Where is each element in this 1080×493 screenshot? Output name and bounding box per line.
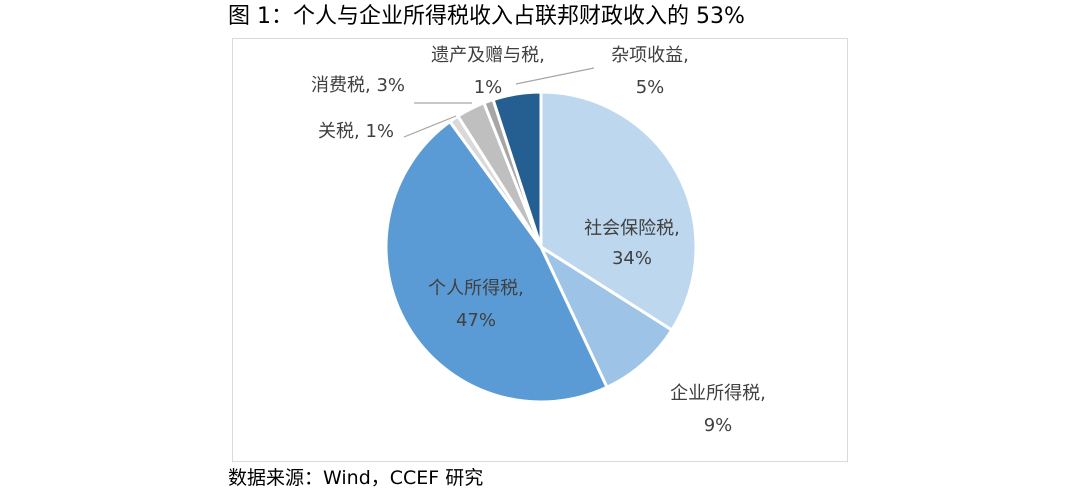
slice-label-name: 社会保险税, (584, 218, 680, 239)
slice-label: 消费税, 3% (311, 75, 405, 96)
slice-label-percent: 1% (474, 77, 503, 98)
leader-line (515, 67, 595, 85)
slice-label-name: 杂项收益, (611, 45, 689, 66)
pie-slice (537, 242, 674, 390)
pie-slice (384, 119, 609, 404)
slice-label-percent: 5% (636, 77, 665, 98)
slice-label-name: 遗产及赠与税, (431, 45, 545, 66)
chart-frame (232, 38, 848, 462)
slice-label-percent: 47% (456, 310, 496, 331)
slice-label-percent: 9% (704, 415, 733, 436)
slice-label-percent: 34% (612, 248, 652, 269)
slice-label: 关税, 1% (318, 121, 394, 142)
slice-label-name: 个人所得税, (428, 278, 524, 299)
chart-title: 图 1：个人与企业所得税收入占联邦财政收入的 53% (228, 4, 745, 29)
leader-line (403, 115, 457, 138)
pie-slice (491, 90, 543, 248)
slice-label-name: 企业所得税, (670, 383, 766, 404)
source-note: 数据来源：Wind，CCEF 研究 (228, 467, 484, 489)
